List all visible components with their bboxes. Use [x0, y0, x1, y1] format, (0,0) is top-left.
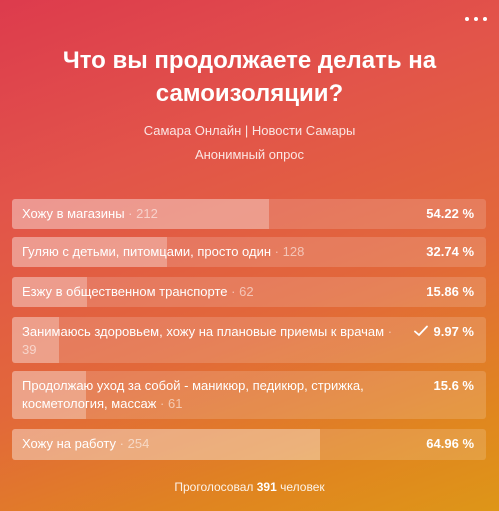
- poll-option-2[interactable]: Езжу в общественном транспорте · 62 15.8…: [12, 277, 486, 307]
- poll-option-label: Гуляю с детьми, питомцами, просто один: [22, 244, 272, 259]
- poll-option-bar: [12, 237, 168, 267]
- poll-option-count: · 254: [119, 436, 150, 451]
- poll-type: Анонимный опрос: [194, 147, 305, 162]
- poll-option-bar: [12, 429, 320, 460]
- poll-option-5[interactable]: Хожу на работу · 254 64.96 %: [12, 429, 486, 460]
- poll-option-count: · 212: [128, 206, 158, 221]
- poll-option-label: Хожу в магазины: [22, 206, 125, 221]
- poll-option-3[interactable]: Занимаюсь здоровьем, хожу на плановые пр…: [12, 317, 486, 363]
- poll-option-percent: 15.6 %: [433, 378, 474, 393]
- poll-option-label: Езжу в общественном транспорте: [22, 284, 228, 299]
- poll-total-votes[interactable]: Проголосовал 391 человек: [174, 480, 325, 494]
- poll-option-1[interactable]: Гуляю с детьми, питомцами, просто один ·…: [12, 237, 486, 267]
- poll-option-4[interactable]: Продолжаю уход за собой - маникюр, педик…: [12, 371, 486, 419]
- poll-option-count: · 62: [231, 284, 254, 299]
- poll-option-label: Хожу на работу: [22, 436, 117, 451]
- poll-option-bar: [12, 199, 269, 229]
- poll-option-label: Занимаюсь здоровьем, хожу на плановые пр…: [22, 324, 385, 339]
- check-icon: [414, 325, 428, 336]
- poll-option-bar: [12, 371, 86, 419]
- poll-option-count: · 128: [274, 244, 305, 259]
- poll-option-0[interactable]: Хожу в магазины · 212 54.22 %: [12, 199, 486, 229]
- poll-title: Что вы продолжаете делать на самоизоляци…: [62, 47, 437, 107]
- total-votes-count: 391: [256, 480, 277, 494]
- poll-option-percent: 32.74 %: [426, 244, 474, 259]
- poll-option-percent: 54.22 %: [426, 206, 474, 221]
- poll-option-count: · 61: [160, 396, 183, 411]
- poll-option-label: Продолжаю уход за собой - маникюр, педик…: [22, 378, 364, 411]
- poll-option-bar: [12, 277, 88, 307]
- poll-option-bar: [12, 317, 60, 363]
- poll-option-percent: 64.96 %: [426, 436, 474, 451]
- poll-option-count: · 39: [22, 324, 393, 357]
- poll-option-percent: 15.86 %: [426, 284, 474, 299]
- poll-option-percent: 9.97 %: [433, 324, 474, 339]
- poll-author[interactable]: Самара Онлайн | Новости Самары: [143, 123, 356, 138]
- more-menu-icon[interactable]: [465, 10, 487, 28]
